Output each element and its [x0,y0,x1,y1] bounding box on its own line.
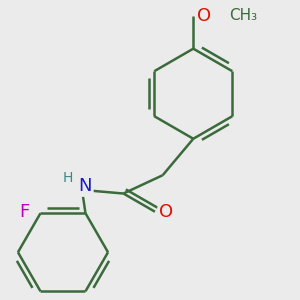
Text: O: O [159,203,173,221]
Text: F: F [20,202,30,220]
Text: O: O [197,7,212,25]
Text: N: N [79,177,92,195]
Text: CH₃: CH₃ [229,8,257,23]
Text: H: H [63,171,74,185]
